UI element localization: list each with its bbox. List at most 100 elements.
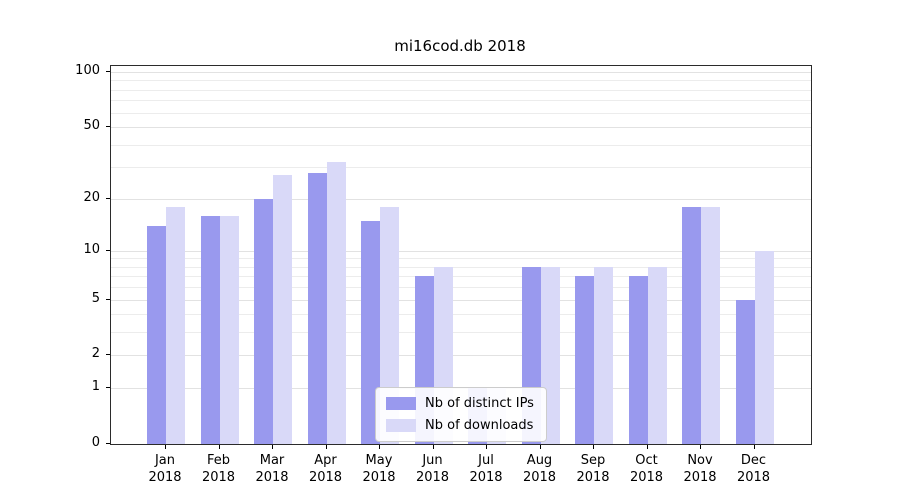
legend-item-downloads: Nb of downloads bbox=[386, 418, 534, 433]
y-tick-label-2: 2 bbox=[91, 346, 100, 362]
x-tick-label-apr: Apr 2018 bbox=[294, 452, 358, 486]
y-tick-100 bbox=[106, 71, 110, 72]
x-tick-year-mar: 2018 bbox=[255, 470, 289, 485]
gridline-minor-3 bbox=[111, 332, 811, 334]
gridline-minor-9 bbox=[111, 258, 811, 260]
bar-ips-jan bbox=[147, 225, 166, 444]
x-tick-label-sep: Sep 2018 bbox=[561, 452, 625, 486]
y-tick-label-20: 20 bbox=[83, 189, 100, 205]
y-tick-1 bbox=[106, 387, 110, 389]
x-tick-year-feb: 2018 bbox=[201, 470, 236, 485]
y-tick-0 bbox=[106, 443, 110, 444]
y-tick-label-5: 5 bbox=[91, 290, 100, 306]
bar-downloads-dec bbox=[754, 250, 774, 444]
bar-ips-mar bbox=[254, 198, 273, 444]
x-tick-year-aug: 2018 bbox=[522, 470, 557, 485]
y-tick-label-1: 1 bbox=[91, 379, 100, 395]
gridline-minor-90 bbox=[111, 80, 811, 82]
x-tick-may bbox=[379, 445, 380, 449]
x-tick-year-dec: 2018 bbox=[736, 470, 771, 485]
x-tick-month-mar: Mar bbox=[259, 453, 285, 468]
x-tick-year-jul: 2018 bbox=[469, 470, 503, 485]
gridline-minor-8 bbox=[111, 266, 811, 268]
gridline-minor-4 bbox=[111, 314, 811, 316]
x-tick-jul bbox=[486, 445, 487, 449]
bar-downloads-oct bbox=[647, 266, 667, 444]
x-tick-sep bbox=[593, 445, 594, 449]
gridline-major-2 bbox=[111, 355, 811, 357]
x-tick-year-may: 2018 bbox=[362, 470, 396, 485]
bar-downloads-may bbox=[380, 206, 399, 444]
x-tick-label-mar: Mar 2018 bbox=[240, 452, 304, 486]
y-tick-label-50: 50 bbox=[83, 118, 100, 134]
y-tick-5 bbox=[106, 298, 110, 300]
x-tick-month-aug: Aug bbox=[526, 453, 553, 468]
gridline-minor-70 bbox=[111, 100, 811, 102]
gridline-minor-40 bbox=[111, 144, 811, 146]
x-tick-month-oct: Oct bbox=[635, 453, 658, 468]
chart-title: mi16cod.db 2018 bbox=[394, 37, 526, 55]
bar-ips-feb bbox=[200, 215, 220, 444]
bar-downloads-feb bbox=[219, 215, 239, 444]
x-tick-feb bbox=[218, 445, 220, 449]
x-tick-label-nov: Nov 2018 bbox=[668, 452, 732, 486]
x-tick-month-sep: Sep bbox=[580, 453, 606, 468]
y-tick-20 bbox=[106, 197, 110, 199]
x-tick-year-nov: 2018 bbox=[683, 470, 717, 485]
gridline-minor-7 bbox=[111, 276, 811, 278]
x-tick-month-nov: Nov bbox=[687, 453, 713, 468]
x-tick-label-jul: Jul 2018 bbox=[454, 452, 518, 486]
bar-downloads-jan bbox=[166, 206, 185, 444]
bar-ips-nov bbox=[682, 206, 701, 444]
legend-swatch-distinct-ips bbox=[386, 397, 416, 410]
x-tick-label-jun: Jun 2018 bbox=[401, 452, 465, 486]
x-tick-year-oct: 2018 bbox=[629, 470, 664, 485]
x-tick-month-may: May bbox=[365, 453, 393, 468]
x-tick-month-jan: Jan bbox=[154, 453, 176, 468]
x-tick-dec bbox=[753, 445, 755, 449]
x-tick-aug bbox=[539, 445, 541, 449]
x-tick-oct bbox=[646, 445, 648, 449]
x-tick-month-apr: Apr bbox=[314, 453, 337, 468]
gridline-minor-30 bbox=[111, 167, 811, 169]
x-tick-jun bbox=[432, 445, 434, 449]
x-tick-month-feb: Feb bbox=[206, 453, 231, 468]
y-tick-label-100: 100 bbox=[75, 63, 100, 78]
bar-ips-apr bbox=[307, 172, 327, 444]
y-tick-2 bbox=[106, 354, 110, 356]
x-tick-year-sep: 2018 bbox=[576, 470, 610, 485]
x-tick-apr bbox=[325, 445, 327, 449]
x-tick-label-dec: Dec 2018 bbox=[722, 452, 786, 486]
x-tick-year-jun: 2018 bbox=[415, 470, 450, 485]
x-tick-month-jul: Jul bbox=[478, 453, 494, 468]
bar-ips-dec bbox=[735, 299, 755, 444]
x-tick-jan bbox=[165, 445, 166, 449]
y-tick-10 bbox=[106, 249, 110, 251]
x-tick-label-aug: Aug 2018 bbox=[508, 452, 572, 486]
plot-area: Nb of distinct IPs Nb of downloads bbox=[110, 65, 812, 445]
gridline-major-20 bbox=[111, 198, 811, 200]
legend-label-downloads: Nb of downloads bbox=[425, 418, 534, 433]
x-tick-month-jun: Jun bbox=[422, 453, 443, 468]
gridline-minor-6 bbox=[111, 287, 811, 289]
x-tick-month-dec: Dec bbox=[740, 453, 767, 468]
legend: Nb of distinct IPs Nb of downloads bbox=[375, 387, 547, 442]
gridline-major-5 bbox=[111, 299, 811, 301]
x-tick-label-may: May 2018 bbox=[347, 452, 411, 486]
x-tick-label-feb: Feb 2018 bbox=[187, 452, 251, 486]
y-tick-50 bbox=[106, 126, 110, 128]
gridline-major-100 bbox=[111, 72, 811, 73]
legend-swatch-downloads bbox=[386, 419, 416, 432]
y-tick-label-0: 0 bbox=[91, 435, 100, 450]
gridline-major-10 bbox=[111, 250, 811, 252]
x-tick-label-oct: Oct 2018 bbox=[615, 452, 679, 486]
y-tick-label-10: 10 bbox=[83, 241, 100, 257]
gridline-major-50 bbox=[111, 127, 811, 129]
bar-downloads-apr bbox=[326, 162, 346, 444]
x-tick-year-jan: 2018 bbox=[148, 470, 182, 485]
x-tick-nov bbox=[700, 445, 701, 449]
gridline-minor-80 bbox=[111, 89, 811, 91]
x-tick-mar bbox=[272, 445, 273, 449]
bar-downloads-mar bbox=[273, 175, 292, 444]
